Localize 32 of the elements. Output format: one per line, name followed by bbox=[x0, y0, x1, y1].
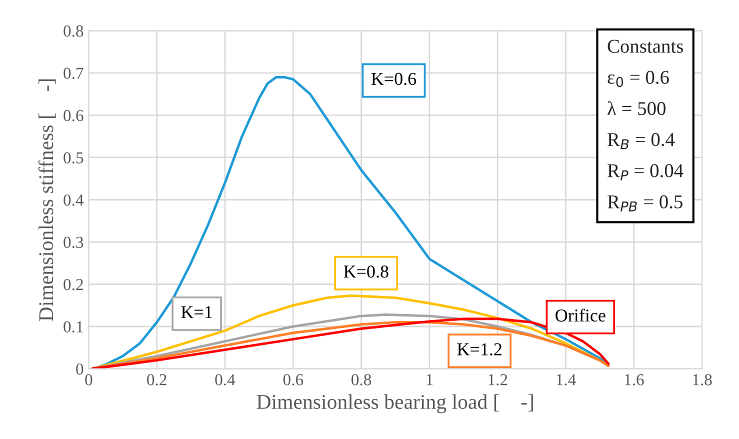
annotation: ε$_{0}$ = 0.6 bbox=[608, 70, 669, 88]
annotation: R$_{PB}$ = 0.5 bbox=[608, 195, 682, 212]
series-label: K=1 bbox=[181, 306, 212, 318]
y-tick-label: 0.1 bbox=[64, 321, 83, 333]
y-tick-label: 0.3 bbox=[64, 236, 84, 248]
x-tick-label: 1 bbox=[426, 374, 433, 386]
text: K=0.6 bbox=[371, 72, 416, 86]
series-label: K=0.8 bbox=[344, 265, 388, 278]
annotation: Constants bbox=[608, 40, 683, 53]
x-tick-label: 0.6 bbox=[283, 374, 304, 386]
x-tick-label: 1.4 bbox=[556, 374, 576, 386]
annotation: λ = 500 bbox=[607, 101, 666, 116]
series-label: Orifice bbox=[556, 308, 606, 322]
y-axis-title: Dimensionless stiffness [ -] bbox=[38, 79, 56, 322]
x-tick-label: 1.2 bbox=[488, 374, 508, 386]
x-tick-label: 0.2 bbox=[147, 374, 166, 386]
annotation: R$_{B}$ = 0.4 bbox=[608, 133, 675, 150]
y-tick-label: 0.2 bbox=[64, 278, 83, 290]
x-axis-title: Dimensionless bearing load [ -] bbox=[256, 394, 533, 414]
y-tick-label: 0.8 bbox=[64, 25, 84, 37]
x-tick-label: 1.6 bbox=[624, 374, 644, 386]
y-tick-label: 0.5 bbox=[64, 152, 84, 164]
x-tick-label: 0.8 bbox=[352, 374, 372, 386]
annotation: R$_{P}$ = 0.04 bbox=[608, 164, 684, 180]
x-tick-label: 0.4 bbox=[215, 374, 236, 386]
y-tick-label: 0.6 bbox=[64, 110, 84, 122]
y-tick-label: 0.4 bbox=[64, 194, 84, 206]
series-label: K=1.2 bbox=[457, 343, 502, 356]
x-tick-label: 1.8 bbox=[693, 374, 712, 386]
y-tick-label: 0.7 bbox=[64, 68, 84, 80]
x-tick-label: 0 bbox=[85, 374, 92, 386]
y-tick-label: 0 bbox=[76, 363, 84, 375]
